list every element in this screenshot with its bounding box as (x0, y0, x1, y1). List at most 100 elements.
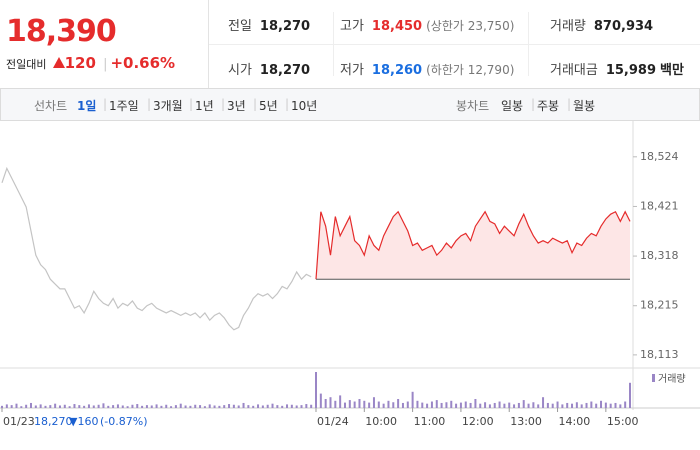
current-price: 18,390 (6, 14, 117, 49)
tab-divider: | (253, 97, 258, 111)
volume-bar (78, 405, 81, 408)
volume-bar (213, 405, 216, 408)
volume-bar (527, 403, 530, 408)
volume-bar (624, 401, 627, 408)
volume-bar (566, 402, 569, 408)
volume-bar (585, 402, 588, 408)
info-value: 870,934 (593, 19, 654, 34)
divider: | (103, 57, 108, 72)
area (316, 211, 630, 280)
info-item: 저가 18,260 (하한가 12,790) (340, 59, 514, 78)
legend-label: 거래량 (658, 373, 686, 385)
tab-divider: | (103, 97, 108, 111)
volume-bar (199, 405, 202, 408)
info-item: 거래대금 15,989 백만 (550, 59, 684, 78)
info-note: (하한가 12,790) (426, 63, 515, 77)
info-note: (상한가 23,750) (426, 19, 515, 33)
volume-bar (145, 405, 148, 408)
volume-bar (281, 405, 284, 408)
info-value: 18,270 (259, 63, 311, 78)
info-label: 저가 (340, 63, 364, 78)
volume-bar (551, 403, 554, 408)
info-label: 거래대금 (550, 63, 598, 78)
volume-bar (228, 404, 231, 408)
volume-bar (435, 400, 438, 408)
volume-bar (315, 372, 317, 408)
period-tab[interactable]: 5년 (259, 99, 278, 113)
x-tick-label: 15:00 (607, 415, 639, 428)
candle-tab[interactable]: 주봉 (537, 99, 560, 113)
volume-bar (464, 401, 467, 408)
volume-bar (136, 404, 139, 408)
volume-bar (155, 404, 158, 408)
volume-bar (44, 405, 47, 408)
volume-bar (513, 404, 516, 408)
volume-bar (406, 401, 409, 408)
volume-bar (614, 402, 617, 408)
volume-bar (194, 404, 197, 408)
volume-bar (170, 406, 173, 408)
volume-bar (150, 405, 153, 408)
volume-bar (232, 404, 235, 408)
volume-bar (73, 404, 76, 408)
volume-bar (629, 382, 631, 408)
volume-bar (39, 404, 42, 408)
period-tab[interactable]: 10년 (291, 99, 318, 113)
tab-divider: | (147, 97, 152, 111)
info-label: 전일 (228, 19, 252, 34)
volume-bar (498, 401, 501, 408)
volume-bar (116, 404, 119, 408)
volume-bar (310, 404, 313, 408)
volume-bar (411, 391, 414, 408)
volume-bar (522, 400, 525, 408)
volume-bar (271, 403, 274, 408)
volume-bar (426, 403, 429, 408)
volume-bar (329, 397, 332, 408)
volume-bar (34, 405, 37, 408)
info-label: 시가 (228, 63, 252, 78)
tab-divider: | (189, 97, 194, 111)
volume-bar (416, 400, 419, 408)
volume-bar (353, 401, 356, 408)
volume-bar (484, 402, 487, 408)
candle-tab[interactable]: 일봉 (501, 99, 524, 113)
period-tab[interactable]: 1일 (77, 99, 97, 113)
volume-bar (590, 401, 593, 408)
volume-bar (324, 399, 327, 408)
period-tab[interactable]: 1주일 (109, 99, 139, 113)
volume-bar (392, 402, 395, 408)
volume-bar (266, 404, 269, 408)
x-tick-label: 14:00 (559, 415, 591, 428)
period-tab[interactable]: 3개월 (153, 99, 183, 113)
volume-bar (20, 406, 23, 408)
volume-bar (97, 404, 100, 408)
x-tick-label: 13:00 (510, 415, 542, 428)
period-tab[interactable]: 1년 (195, 99, 214, 113)
volume-bar (556, 401, 559, 408)
volume-bar (174, 405, 177, 408)
volume-bar (445, 402, 448, 408)
volume-bar (300, 405, 303, 408)
tab-label: 봉차트 (456, 99, 490, 113)
up-icon (52, 57, 65, 68)
volume-bar (87, 404, 90, 408)
info-label: 고가 (340, 19, 364, 34)
volume-bar (377, 401, 380, 408)
volume-bar (25, 404, 28, 408)
info-item: 전일 18,270 (228, 15, 310, 34)
info-unit: 백만 (660, 63, 684, 78)
volume-bar (54, 403, 57, 408)
volume-bar (397, 399, 400, 408)
info-label: 거래량 (550, 19, 586, 34)
volume-bar (92, 405, 95, 408)
volume-bar (49, 405, 52, 408)
volume-bar (609, 403, 612, 408)
candle-tab[interactable]: 월봉 (573, 99, 596, 113)
volume-bar (358, 399, 361, 408)
period-tab[interactable]: 3년 (227, 99, 246, 113)
volume-bar (305, 404, 308, 408)
volume-bar (68, 406, 71, 408)
volume-bar (203, 406, 206, 408)
volume-bar (295, 405, 298, 408)
